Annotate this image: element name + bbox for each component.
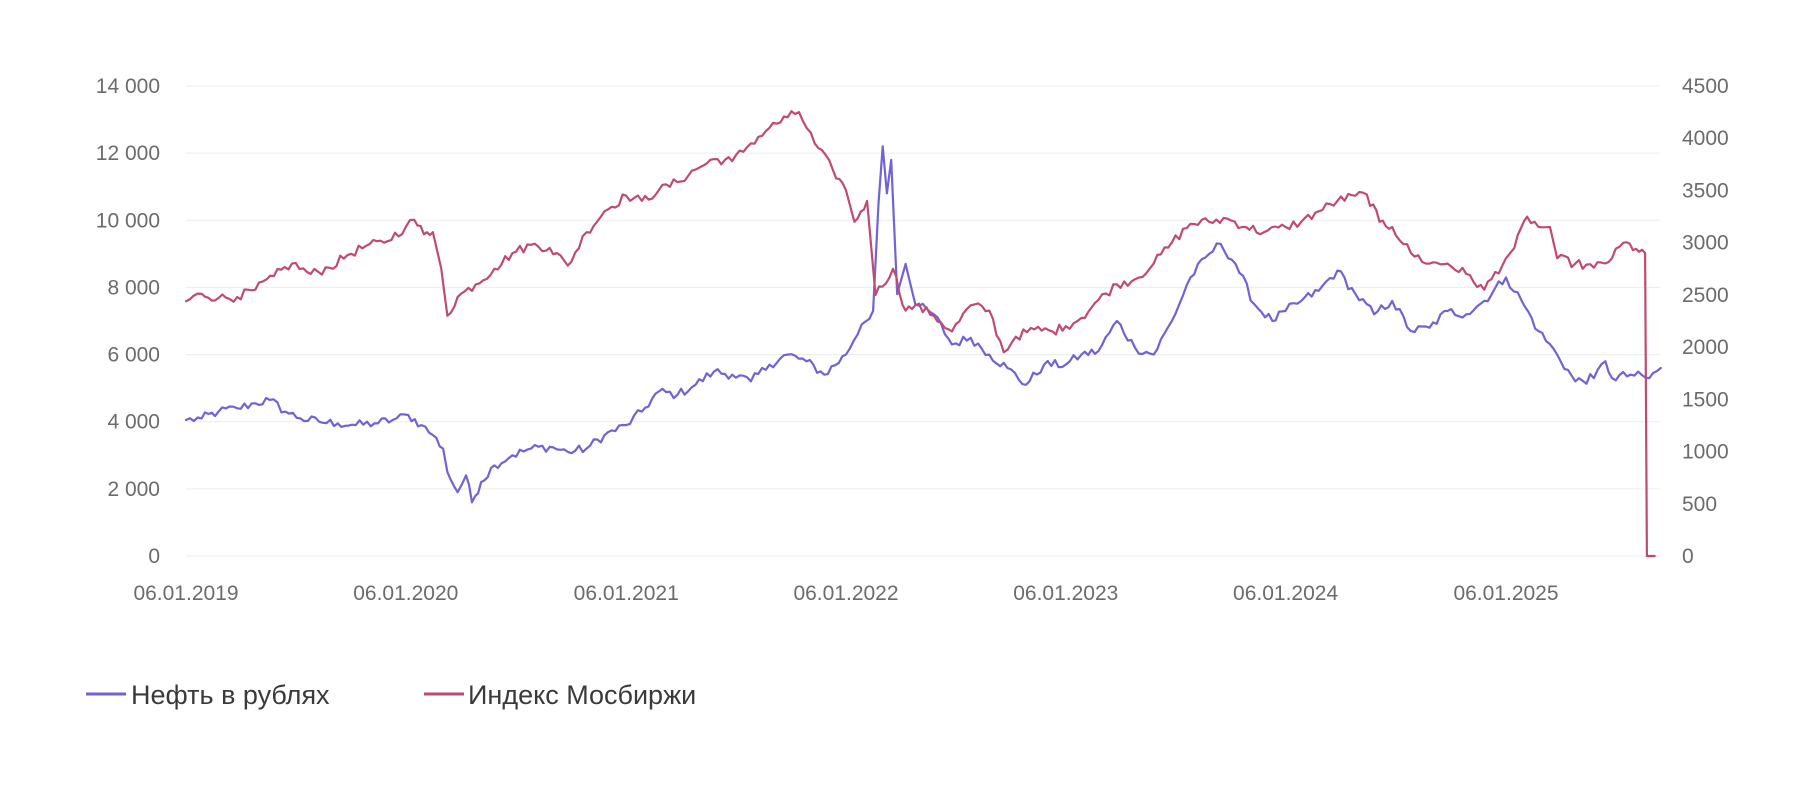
- y-right-tick-label: 4500: [1682, 75, 1729, 98]
- y-left-tick-label: 2 000: [107, 478, 160, 501]
- series-line-oil: [184, 145, 1662, 504]
- y-left-tick-label: 6 000: [107, 344, 160, 367]
- y-axis-right: 0 500 1000 1500 2000 2500 3000 3500 4000 4500: [1682, 75, 1729, 568]
- y-right-tick-label: 2500: [1682, 284, 1729, 307]
- y-right-tick-label: 500: [1682, 493, 1717, 516]
- x-tick-label: 06.01.2021: [574, 582, 679, 605]
- y-right-tick-label: 4000: [1682, 127, 1729, 150]
- x-tick-label: 06.01.2024: [1233, 582, 1338, 605]
- series-line-moex: [184, 110, 1656, 558]
- y-left-tick-label: 12 000: [96, 142, 160, 165]
- legend-label-moex: Индекс Мосбиржи: [468, 680, 696, 710]
- y-left-tick-label: 4 000: [107, 411, 160, 434]
- y-left-tick-label: 10 000: [96, 209, 160, 232]
- x-tick-label: 06.01.2020: [353, 582, 458, 605]
- y-left-tick-label: 8 000: [107, 276, 160, 299]
- y-left-tick-label: 0: [148, 545, 160, 568]
- y-right-tick-label: 2000: [1682, 336, 1729, 359]
- legend: Нефть в рублях Индекс Мосбиржи: [86, 680, 696, 710]
- grid: [186, 85, 1660, 557]
- y-right-tick-label: 3000: [1682, 232, 1729, 255]
- y-right-tick-label: 0: [1682, 545, 1694, 568]
- y-left-tick-label: 14 000: [96, 75, 160, 98]
- x-tick-label: 06.01.2019: [133, 582, 238, 605]
- x-tick-label: 06.01.2023: [1013, 582, 1118, 605]
- y-right-tick-label: 3500: [1682, 179, 1729, 202]
- y-right-tick-label: 1000: [1682, 441, 1729, 464]
- x-tick-label: 06.01.2022: [793, 582, 898, 605]
- y-right-tick-label: 1500: [1682, 388, 1729, 411]
- y-axis-left: 0 2 000 4 000 6 000 8 000 10 000 12 000 14 000: [96, 75, 160, 568]
- legend-label-oil: Нефть в рублях: [131, 680, 330, 710]
- series-layer: [184, 110, 1662, 558]
- x-tick-label: 06.01.2025: [1453, 582, 1558, 605]
- x-axis: 06.01.2019 06.01.2020 06.01.2021 06.01.2022…: [133, 582, 1558, 605]
